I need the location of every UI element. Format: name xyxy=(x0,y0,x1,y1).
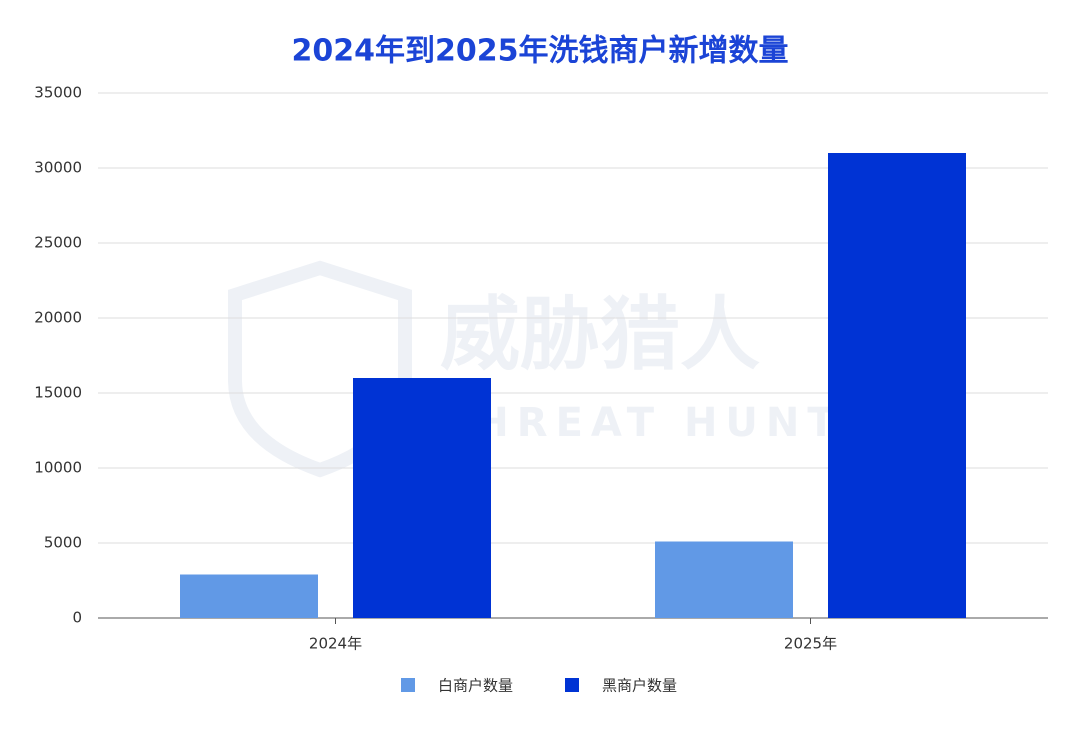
legend-swatch xyxy=(401,678,415,692)
bar xyxy=(353,378,491,618)
y-tick-label: 5000 xyxy=(44,534,82,552)
y-tick-label: 0 xyxy=(72,609,82,627)
y-tick-label: 10000 xyxy=(34,459,82,477)
watermark-text: 威胁猎人 xyxy=(440,288,760,381)
bar xyxy=(828,153,966,618)
legend-label: 白商户数量 xyxy=(438,677,513,695)
y-tick-label: 15000 xyxy=(34,384,82,402)
y-tick-label: 30000 xyxy=(34,159,82,177)
legend-label: 黑商户数量 xyxy=(602,677,677,695)
y-tick-label: 25000 xyxy=(34,234,82,252)
legend-swatch xyxy=(565,678,579,692)
x-tick-label: 2025年 xyxy=(784,635,837,653)
chart-title: 2024年到2025年洗钱商户新增数量 xyxy=(292,34,789,69)
y-tick-label: 35000 xyxy=(34,84,82,102)
x-tick-label: 2024年 xyxy=(309,635,362,653)
y-tick-label: 20000 xyxy=(34,309,82,327)
bar xyxy=(655,541,793,618)
bar xyxy=(180,574,318,618)
